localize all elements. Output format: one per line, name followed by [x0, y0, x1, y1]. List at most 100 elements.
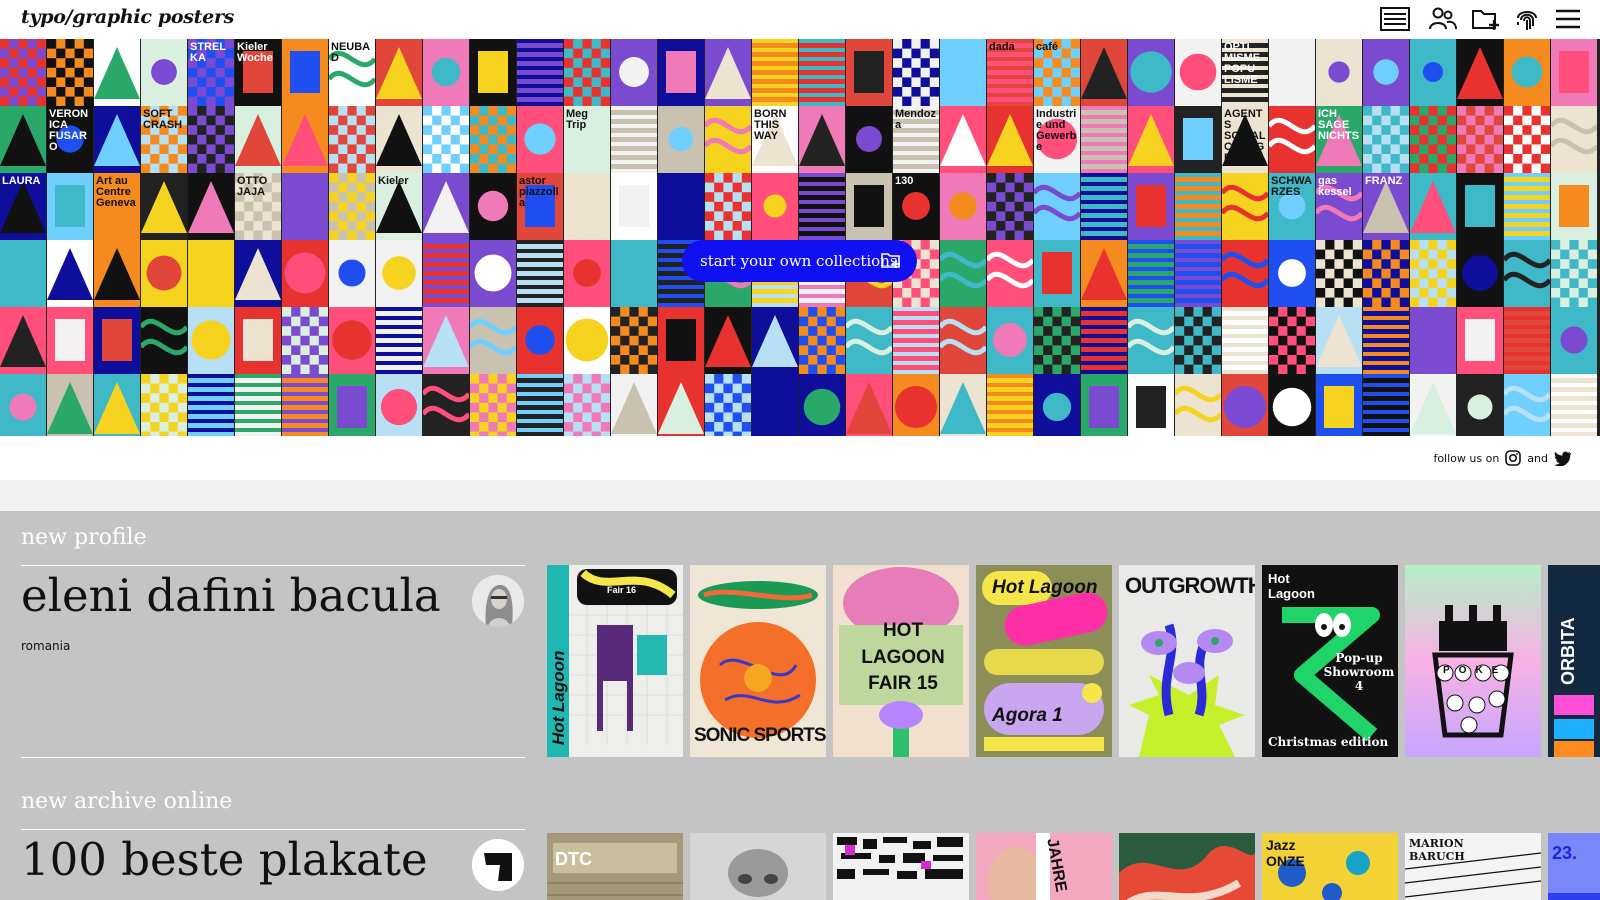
poster-thumbnail[interactable] — [1363, 39, 1409, 106]
poster-thumbnail[interactable] — [1175, 307, 1221, 374]
poster-thumbnail[interactable]: SOFT CRASH — [141, 106, 187, 173]
poster-card[interactable]: Jazz ONZE — [1262, 833, 1398, 900]
poster-thumbnail[interactable] — [611, 307, 657, 374]
poster-thumbnail[interactable] — [1175, 173, 1221, 240]
poster-thumbnail[interactable] — [329, 173, 375, 240]
poster-thumbnail[interactable] — [376, 374, 422, 436]
poster-thumbnail[interactable] — [94, 307, 140, 374]
poster-thumbnail[interactable] — [235, 240, 281, 307]
profile-name[interactable]: eleni dafini bacula — [21, 569, 441, 622]
poster-thumbnail[interactable] — [1363, 106, 1409, 173]
poster-thumbnail[interactable] — [47, 307, 93, 374]
poster-card[interactable]: ORBITA — [1548, 565, 1600, 757]
poster-thumbnail[interactable] — [1457, 106, 1503, 173]
poster-thumbnail[interactable] — [1034, 374, 1080, 436]
poster-thumbnail[interactable] — [846, 307, 892, 374]
poster-thumbnail[interactable] — [0, 374, 46, 436]
poster-thumbnail[interactable] — [423, 240, 469, 307]
poster-thumbnail[interactable] — [188, 240, 234, 307]
poster-thumbnail[interactable] — [94, 39, 140, 106]
poster-thumbnail[interactable] — [141, 39, 187, 106]
poster-thumbnail[interactable] — [517, 106, 563, 173]
poster-thumbnail[interactable] — [658, 173, 704, 240]
poster-thumbnail[interactable] — [282, 307, 328, 374]
poster-thumbnail[interactable] — [705, 39, 751, 106]
poster-thumbnail[interactable]: gas kessel — [1316, 173, 1362, 240]
poster-thumbnail[interactable] — [329, 307, 375, 374]
poster-thumbnail[interactable]: ICH SAGE NICHTS — [1316, 106, 1362, 173]
poster-thumbnail[interactable] — [1175, 374, 1221, 436]
poster-card[interactable]: POKE — [1405, 565, 1541, 757]
start-collections-button[interactable]: start your own collections — [682, 240, 917, 282]
poster-thumbnail[interactable] — [517, 307, 563, 374]
poster-thumbnail[interactable] — [705, 374, 751, 436]
poster-thumbnail[interactable] — [893, 374, 939, 436]
poster-thumbnail[interactable] — [940, 173, 986, 240]
poster-thumbnail[interactable] — [658, 374, 704, 436]
poster-thumbnail[interactable] — [470, 39, 516, 106]
poster-thumbnail[interactable] — [1269, 106, 1315, 173]
poster-card[interactable] — [690, 833, 826, 900]
poster-thumbnail[interactable] — [611, 374, 657, 436]
poster-thumbnail[interactable] — [1551, 39, 1597, 106]
poster-thumbnail[interactable] — [705, 173, 751, 240]
poster-thumbnail[interactable] — [188, 173, 234, 240]
poster-thumbnail[interactable] — [0, 39, 46, 106]
poster-thumbnail[interactable] — [1128, 39, 1174, 106]
poster-thumbnail[interactable] — [940, 240, 986, 307]
poster-thumbnail[interactable] — [188, 374, 234, 436]
poster-thumbnail[interactable]: Meg Trip — [564, 106, 610, 173]
poster-thumbnail[interactable] — [235, 307, 281, 374]
poster-thumbnail[interactable] — [1128, 240, 1174, 307]
poster-card[interactable]: 23. — [1548, 833, 1600, 900]
poster-thumbnail[interactable] — [1269, 307, 1315, 374]
poster-thumbnail[interactable] — [0, 240, 46, 307]
poster-thumbnail[interactable] — [329, 240, 375, 307]
poster-thumbnail[interactable] — [1551, 173, 1597, 240]
poster-thumbnail[interactable] — [1410, 106, 1456, 173]
poster-card[interactable] — [1119, 833, 1255, 900]
poster-thumbnail[interactable] — [0, 307, 46, 374]
poster-thumbnail[interactable] — [517, 240, 563, 307]
poster-thumbnail[interactable] — [517, 374, 563, 436]
poster-thumbnail[interactable] — [1316, 374, 1362, 436]
poster-thumbnail[interactable] — [1504, 106, 1550, 173]
poster-thumbnail[interactable] — [376, 307, 422, 374]
poster-thumbnail[interactable] — [940, 39, 986, 106]
poster-thumbnail[interactable] — [1081, 173, 1127, 240]
poster-thumbnail[interactable]: LAURA — [0, 173, 46, 240]
poster-thumbnail[interactable] — [1410, 39, 1456, 106]
poster-card[interactable]: SONIC SPORTS — [690, 565, 826, 757]
poster-thumbnail[interactable] — [564, 39, 610, 106]
poster-card[interactable]: HOT LAGOON FAIR 15 — [833, 565, 969, 757]
poster-thumbnail[interactable] — [1410, 240, 1456, 307]
poster-thumbnail[interactable] — [141, 307, 187, 374]
poster-thumbnail[interactable] — [517, 39, 563, 106]
poster-thumbnail[interactable] — [893, 39, 939, 106]
poster-thumbnail[interactable] — [470, 307, 516, 374]
poster-thumbnail[interactable] — [611, 240, 657, 307]
poster-thumbnail[interactable] — [1457, 307, 1503, 374]
twitter-icon[interactable] — [1554, 451, 1572, 466]
poster-thumbnail[interactable] — [282, 240, 328, 307]
instagram-icon[interactable] — [1505, 450, 1522, 466]
archive-name[interactable]: 100 beste plakate — [21, 833, 428, 886]
poster-thumbnail[interactable] — [1081, 106, 1127, 173]
poster-thumbnail[interactable]: Kieler — [376, 173, 422, 240]
poster-thumbnail[interactable] — [564, 173, 610, 240]
poster-thumbnail[interactable] — [893, 307, 939, 374]
poster-thumbnail[interactable] — [987, 240, 1033, 307]
poster-thumbnail[interactable] — [564, 374, 610, 436]
poster-thumbnail[interactable] — [752, 374, 798, 436]
poster-thumbnail[interactable]: Kieler Woche — [235, 39, 281, 106]
poster-thumbnail[interactable] — [940, 307, 986, 374]
poster-thumbnail[interactable] — [1222, 307, 1268, 374]
poster-thumbnail[interactable] — [1316, 307, 1362, 374]
poster-thumbnail[interactable] — [470, 240, 516, 307]
poster-thumbnail[interactable] — [940, 106, 986, 173]
poster-thumbnail[interactable] — [141, 173, 187, 240]
poster-thumbnail[interactable] — [1551, 374, 1597, 436]
poster-thumbnail[interactable] — [1175, 106, 1221, 173]
poster-thumbnail[interactable] — [1269, 39, 1315, 106]
poster-thumbnail[interactable] — [705, 106, 751, 173]
